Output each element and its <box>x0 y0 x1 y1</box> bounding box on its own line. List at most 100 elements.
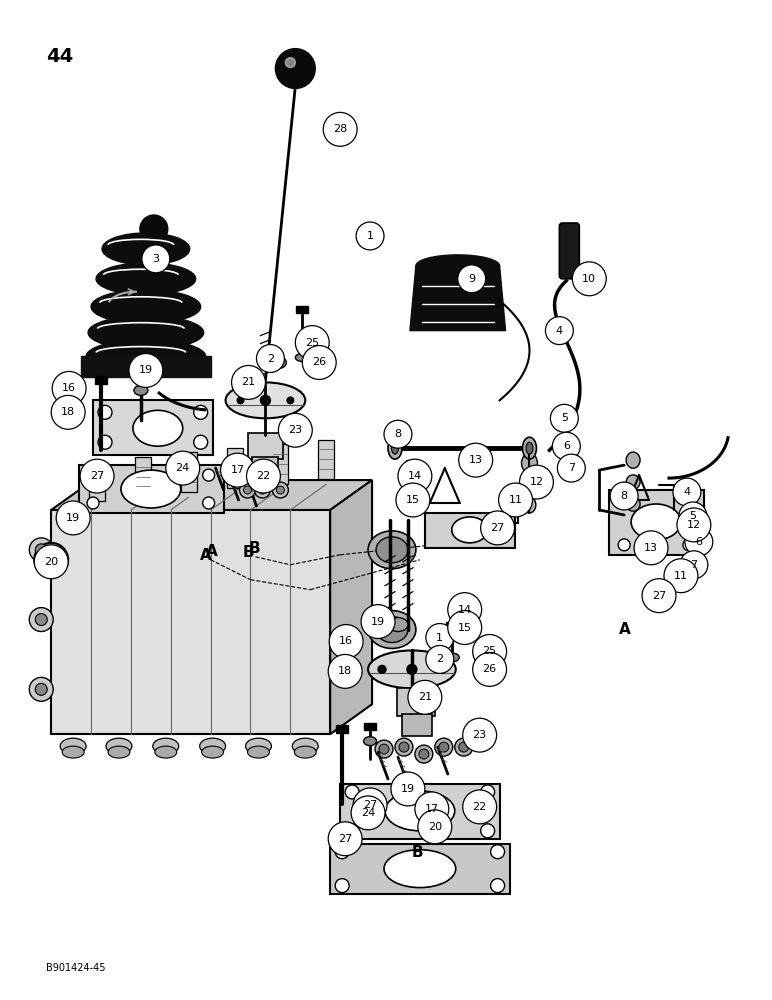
Text: 9: 9 <box>468 274 476 284</box>
Circle shape <box>221 453 255 487</box>
Text: B901424-45: B901424-45 <box>46 963 106 973</box>
Text: 5: 5 <box>689 511 696 521</box>
Circle shape <box>481 511 514 545</box>
Circle shape <box>329 625 363 658</box>
Text: 4: 4 <box>683 487 690 497</box>
Circle shape <box>203 469 215 481</box>
Ellipse shape <box>106 738 132 754</box>
FancyBboxPatch shape <box>95 376 107 384</box>
Circle shape <box>34 543 68 577</box>
Circle shape <box>405 501 419 515</box>
Polygon shape <box>410 266 506 331</box>
Circle shape <box>683 494 695 506</box>
Ellipse shape <box>391 442 398 454</box>
Text: 19: 19 <box>66 513 80 523</box>
Circle shape <box>379 744 389 754</box>
Text: 8: 8 <box>621 491 628 501</box>
FancyBboxPatch shape <box>226 448 242 488</box>
Text: 21: 21 <box>242 377 256 387</box>
Circle shape <box>29 608 53 632</box>
Text: 28: 28 <box>333 124 347 134</box>
Circle shape <box>391 772 425 806</box>
Circle shape <box>98 405 112 419</box>
Text: 15: 15 <box>458 623 472 633</box>
Circle shape <box>256 345 284 372</box>
Circle shape <box>384 420 412 448</box>
Text: 18: 18 <box>61 407 75 417</box>
Circle shape <box>438 742 449 752</box>
Circle shape <box>335 879 349 893</box>
Circle shape <box>399 742 409 752</box>
Circle shape <box>236 396 245 404</box>
Ellipse shape <box>86 340 205 373</box>
Circle shape <box>415 792 449 826</box>
Text: 22: 22 <box>256 471 270 481</box>
Text: 12: 12 <box>687 520 701 530</box>
FancyBboxPatch shape <box>252 457 279 481</box>
Ellipse shape <box>102 233 190 265</box>
Ellipse shape <box>368 531 416 569</box>
Text: 2: 2 <box>267 354 274 364</box>
Ellipse shape <box>522 453 537 473</box>
Circle shape <box>459 742 469 752</box>
Circle shape <box>462 790 496 824</box>
Polygon shape <box>51 480 372 510</box>
Circle shape <box>481 824 495 838</box>
Ellipse shape <box>626 497 640 511</box>
Circle shape <box>353 788 387 822</box>
Text: 44: 44 <box>46 47 73 66</box>
Text: A: A <box>200 548 212 563</box>
Ellipse shape <box>270 357 286 368</box>
Circle shape <box>166 451 200 485</box>
Circle shape <box>260 395 270 405</box>
Polygon shape <box>330 480 372 734</box>
Circle shape <box>407 664 417 674</box>
Polygon shape <box>51 510 330 734</box>
Circle shape <box>276 49 315 88</box>
Circle shape <box>426 624 454 651</box>
Circle shape <box>459 443 493 477</box>
Circle shape <box>408 680 442 714</box>
Text: 6: 6 <box>563 441 570 451</box>
FancyBboxPatch shape <box>364 723 376 730</box>
Circle shape <box>36 683 47 695</box>
Circle shape <box>673 478 701 506</box>
Text: 23: 23 <box>288 425 303 435</box>
Circle shape <box>438 665 445 673</box>
Text: A: A <box>619 622 631 637</box>
Ellipse shape <box>384 850 455 888</box>
Ellipse shape <box>388 618 408 632</box>
Circle shape <box>462 718 496 752</box>
Circle shape <box>34 545 68 579</box>
Circle shape <box>345 785 359 799</box>
Circle shape <box>679 502 707 530</box>
Text: 4: 4 <box>556 326 563 336</box>
Circle shape <box>335 845 349 859</box>
Circle shape <box>680 551 708 579</box>
Circle shape <box>455 738 472 756</box>
Circle shape <box>419 749 428 759</box>
Ellipse shape <box>523 437 537 459</box>
Circle shape <box>458 265 486 293</box>
Circle shape <box>426 645 454 673</box>
Circle shape <box>323 112 357 146</box>
Text: 26: 26 <box>482 664 496 674</box>
Circle shape <box>286 396 294 404</box>
Text: 25: 25 <box>305 338 320 348</box>
Ellipse shape <box>200 738 225 754</box>
Text: 27: 27 <box>90 471 104 481</box>
Circle shape <box>472 652 506 686</box>
FancyBboxPatch shape <box>248 433 283 459</box>
Circle shape <box>664 559 698 593</box>
Text: A: A <box>205 544 218 559</box>
FancyBboxPatch shape <box>445 622 458 629</box>
Circle shape <box>243 486 252 494</box>
Circle shape <box>472 635 506 668</box>
FancyBboxPatch shape <box>89 461 105 501</box>
Circle shape <box>351 796 385 830</box>
Circle shape <box>618 539 630 551</box>
Circle shape <box>685 528 713 556</box>
FancyBboxPatch shape <box>273 444 289 484</box>
Ellipse shape <box>368 611 416 648</box>
Ellipse shape <box>245 738 272 754</box>
